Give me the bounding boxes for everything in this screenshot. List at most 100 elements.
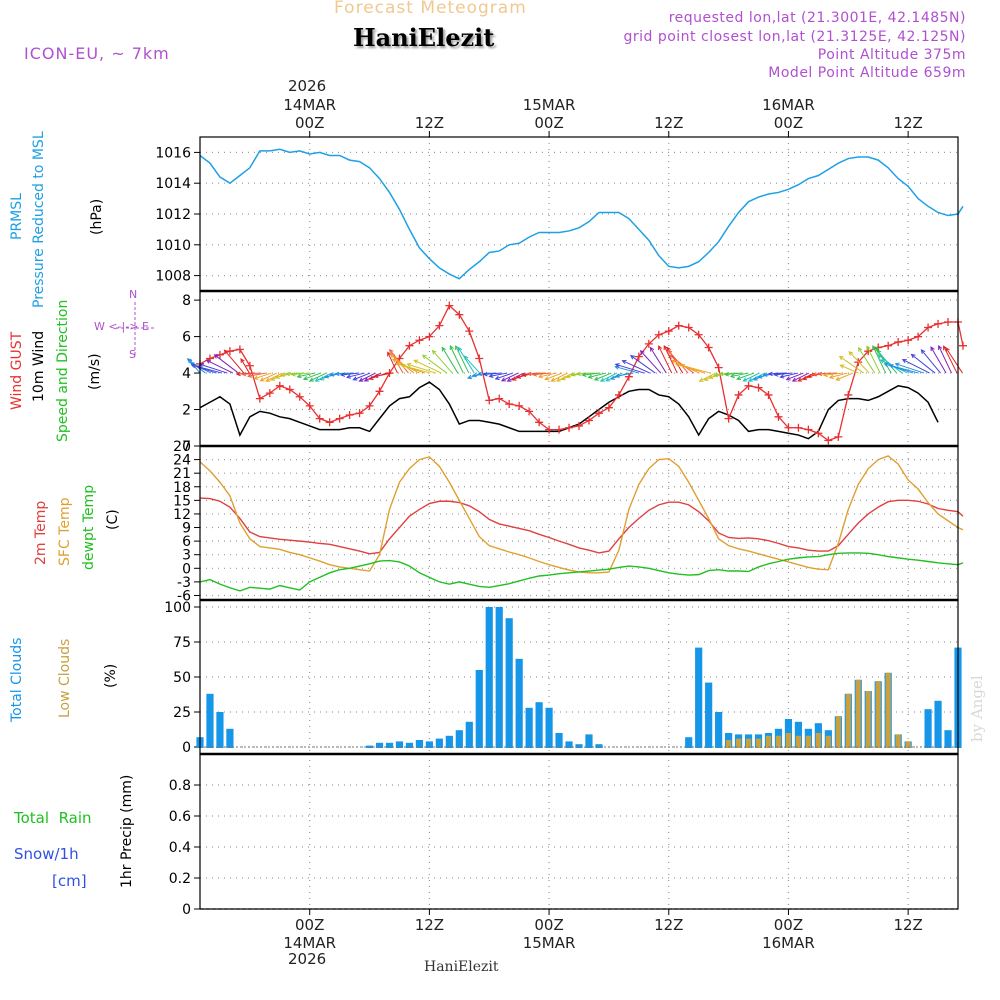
wind-direction-arrow	[260, 372, 278, 382]
wind-gust-marker	[674, 321, 683, 330]
total-cloud-bar	[685, 737, 693, 748]
y-tick-label: 12	[173, 507, 191, 523]
wind-direction-arrow	[353, 372, 371, 381]
y-tick-label: -6	[177, 588, 191, 604]
wind-direction-arrow	[309, 372, 327, 382]
x-tick-label-bottom: 12Z	[415, 916, 444, 934]
wind-direction-arrow	[725, 372, 744, 376]
wind-arrow-head	[466, 374, 472, 380]
wind-gust-marker	[894, 338, 903, 347]
wind-arrow-head	[526, 371, 532, 377]
snow-label: Snow/1h	[14, 845, 79, 863]
x-date-label-bottom: 16MAR	[762, 934, 815, 952]
wind-direction-arrow	[630, 355, 656, 374]
wind-gust-marker	[854, 358, 863, 367]
wind-arrow-head	[828, 374, 834, 379]
wind-arrow-head	[544, 376, 550, 381]
wind-direction-arrow	[464, 355, 481, 374]
wind-arrow-head	[879, 359, 885, 364]
wind-direction-arrow	[401, 364, 431, 374]
wind-arrow-head	[296, 373, 302, 379]
wind-arrow-head	[457, 346, 463, 352]
total-cloud-bar	[385, 742, 394, 748]
wind-gust-marker	[614, 390, 623, 399]
wind-gust-marker	[295, 392, 304, 401]
wind-direction-arrow	[835, 372, 853, 381]
wind-arrow-head	[779, 374, 785, 379]
wind-arrow-head	[930, 346, 935, 352]
wind-direction-arrow	[658, 345, 673, 374]
y-tick-label: 100	[164, 600, 191, 616]
snow-unit: [cm]	[52, 872, 87, 890]
wind-gust-marker	[804, 425, 813, 434]
y-tick-label: 18	[173, 480, 191, 496]
low-cloud-bar	[875, 681, 881, 748]
x-tick-label-top: 00Z	[774, 114, 803, 132]
bottom-year-label: 2026	[288, 950, 327, 968]
wind-direction-arrow	[878, 354, 903, 374]
wind-arrow-head	[901, 359, 907, 364]
wind-arrow-head	[309, 377, 315, 382]
wind-direction-arrow	[495, 372, 513, 380]
wind-direction-arrow	[291, 372, 310, 376]
product-title: Forecast Meteogram	[334, 0, 527, 18]
y-tick-label: 6	[182, 534, 191, 550]
wind-arrow-head	[494, 375, 500, 380]
wind-arrow-head	[482, 371, 488, 377]
wind-arrow-head	[302, 376, 308, 381]
total-cloud-bar	[495, 607, 503, 748]
wind-gust-marker	[505, 400, 514, 409]
y-tick-label: 0.6	[169, 809, 191, 825]
wind-direction-arrow	[840, 364, 859, 374]
total-cloud-bar	[934, 700, 942, 748]
low-cloud-bar	[795, 735, 802, 748]
wind-arrow-head	[235, 371, 241, 377]
x-tick-label-top: 00Z	[295, 114, 324, 132]
wind-arrow-head	[708, 374, 714, 380]
wind-direction-arrow	[346, 372, 365, 378]
total-cloud-bar	[545, 707, 553, 748]
wind-direction-arrow	[649, 347, 667, 374]
wind-arrow-head	[599, 377, 605, 382]
wind-gust-marker	[475, 354, 484, 363]
low-cloud-bar	[895, 734, 901, 748]
wind-direction-arrow	[191, 364, 217, 374]
wind-arrow-head	[511, 376, 517, 381]
pressure-line	[199, 148, 964, 280]
total-rain-label: Total Rain	[14, 809, 92, 827]
wind-arrow-head	[421, 354, 427, 360]
y-tick-label: 0.2	[169, 871, 191, 887]
wind-direction-arrow	[422, 354, 448, 374]
low-cloud-bar	[885, 672, 891, 748]
wind-arrow-head	[265, 377, 271, 382]
wind-direction-arrow	[364, 372, 382, 382]
wind-direction-arrow	[199, 363, 228, 374]
wind-arrow-head	[857, 346, 863, 352]
wind-gust-marker	[754, 383, 763, 392]
wind-direction-arrow	[457, 347, 475, 374]
wind-direction-arrow	[743, 372, 760, 382]
wind-direction-arrow	[407, 363, 437, 374]
wind-gust-marker	[684, 323, 693, 332]
wind-direction-arrow	[315, 372, 332, 382]
wind-arrow-head	[801, 376, 808, 381]
wind-arrow-head	[876, 349, 882, 355]
wind-arrow-head	[866, 345, 871, 351]
wind-arrow-head	[463, 355, 469, 361]
wind-direction-arrow	[556, 372, 574, 382]
x-tick-label-bottom: 00Z	[534, 916, 563, 934]
x-tick-label-top: 12Z	[654, 114, 683, 132]
wind-direction-arrow	[240, 358, 250, 374]
wind-direction-arrow	[615, 372, 634, 377]
wind-arrow-head	[314, 377, 320, 382]
wind-gust-marker	[425, 332, 434, 341]
model-altitude: Model Point Altitude 659m	[768, 65, 966, 81]
wind-direction-arrow	[858, 347, 876, 374]
wind-direction-arrow	[551, 372, 568, 382]
wind-arrow-head	[674, 362, 681, 368]
y-tick-label: 9	[182, 521, 191, 537]
wind-arrow-head	[713, 372, 719, 378]
low-cloud-bar	[735, 738, 742, 748]
x-date-label-top: 16MAR	[762, 96, 815, 114]
wind-arrow-head	[811, 372, 817, 377]
